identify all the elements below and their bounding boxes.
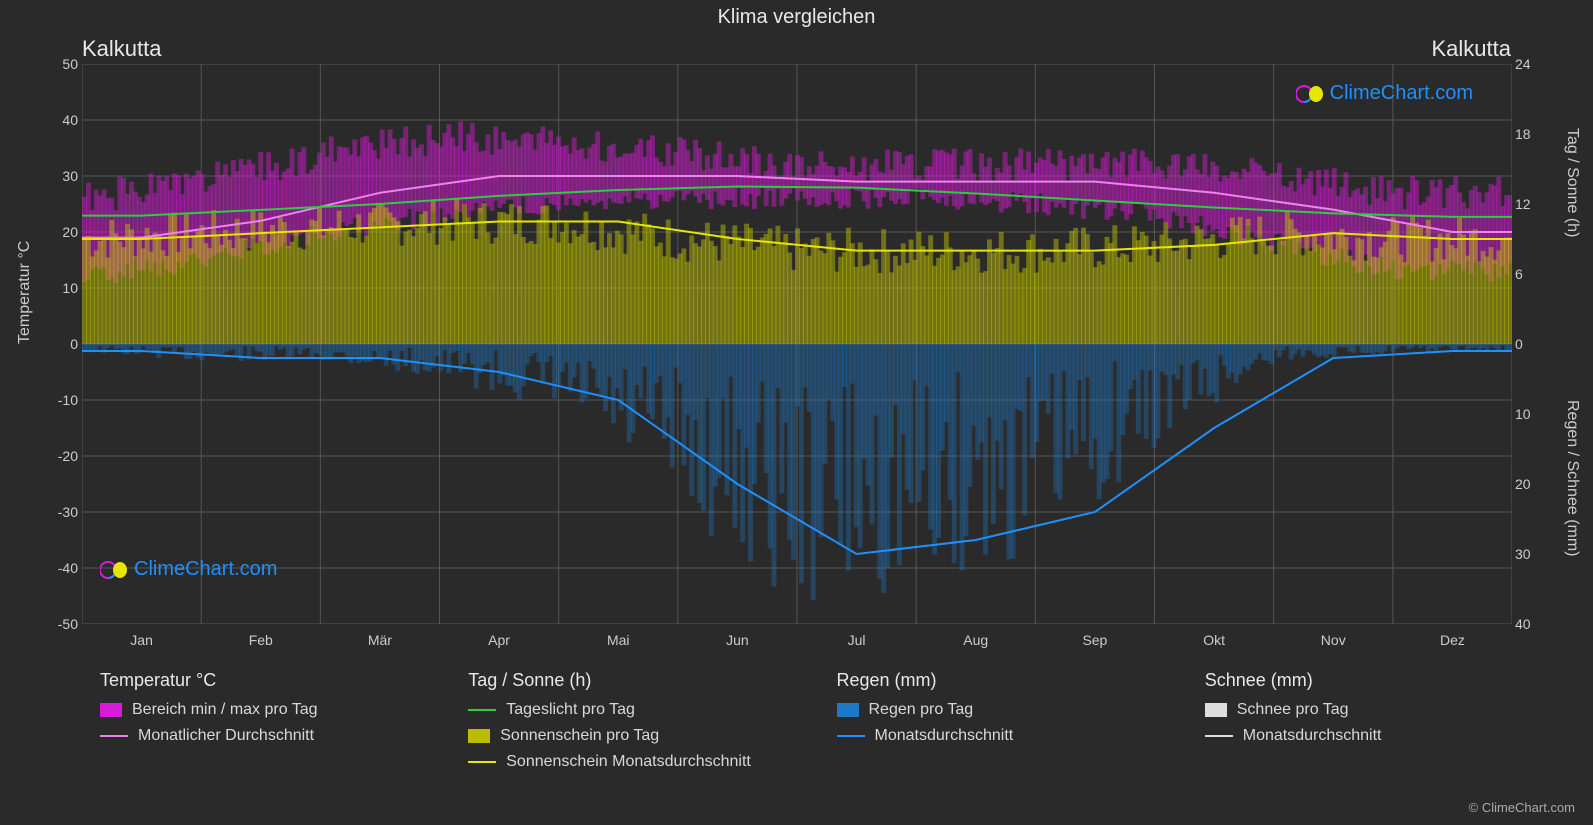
legend-swatch [468,761,496,763]
legend-title: Schnee (mm) [1205,670,1533,691]
axis-tick: Okt [1174,632,1254,648]
axis-tick: Jan [102,632,182,648]
axis-tick: 20 [44,224,78,240]
axis-tick: 30 [1515,546,1549,562]
legend-label: Monatsdurchschnitt [875,727,1014,745]
legend-swatch [837,735,865,737]
climate-chart-root: Klima vergleichen Kalkutta Kalkutta Temp… [0,0,1593,825]
axis-tick: Dez [1412,632,1492,648]
legend-item: Sonnenschein Monatsdurchschnitt [468,753,796,771]
legend-item: Monatsdurchschnitt [1205,727,1533,745]
axis-tick: -20 [44,448,78,464]
legend-column: Schnee (mm) Schnee pro Tag Monatsdurchschn… [1205,670,1533,779]
legend-column: Temperatur °C Bereich min / max pro Tag Mo… [100,670,428,779]
axis-tick: 0 [1515,336,1549,352]
axis-tick: Mai [578,632,658,648]
plot-svg [82,64,1512,624]
location-label-right: Kalkutta [1432,36,1512,62]
axis-tick: 20 [1515,476,1549,492]
legend-title: Regen (mm) [837,670,1165,691]
axis-tick: 10 [1515,406,1549,422]
legend-label: Bereich min / max pro Tag [132,701,318,719]
axis-tick: 0 [44,336,78,352]
axis-tick: Aug [936,632,1016,648]
location-label-left: Kalkutta [82,36,162,62]
logo-icon [1296,84,1324,104]
legend-swatch [1205,703,1227,717]
axis-tick: Apr [459,632,539,648]
watermark-text: ClimeChart.com [1330,82,1473,105]
axis-tick: 40 [1515,616,1549,632]
legend-swatch [100,703,122,717]
axis-tick: -40 [44,560,78,576]
legend-swatch [837,703,859,717]
axis-tick: Mär [340,632,420,648]
legend-column: Regen (mm) Regen pro Tag Monatsdurchschnit… [837,670,1165,779]
legend-swatch [468,729,490,743]
legend: Temperatur °C Bereich min / max pro Tag Mo… [100,670,1533,779]
legend-label: Sonnenschein pro Tag [500,727,659,745]
y-left-axis-label: Temperatur °C [16,241,34,344]
plot-area [82,64,1512,624]
legend-label: Tageslicht pro Tag [506,701,635,719]
legend-label: Schnee pro Tag [1237,701,1349,719]
legend-title: Temperatur °C [100,670,428,691]
axis-tick: 50 [44,56,78,72]
axis-tick: 10 [44,280,78,296]
axis-tick: Feb [221,632,301,648]
axis-tick: 18 [1515,126,1549,142]
legend-label: Monatlicher Durchschnitt [138,727,314,745]
watermark-text: ClimeChart.com [134,558,277,581]
axis-tick: 12 [1515,196,1549,212]
axis-tick: 24 [1515,56,1549,72]
axis-tick: -10 [44,392,78,408]
axis-tick: -50 [44,616,78,632]
axis-tick: Sep [1055,632,1135,648]
legend-swatch [1205,735,1233,737]
legend-label: Monatsdurchschnitt [1243,727,1382,745]
watermark-top: ClimeChart.com [1296,82,1473,105]
legend-title: Tag / Sonne (h) [468,670,796,691]
legend-item: Regen pro Tag [837,701,1165,719]
axis-tick: Nov [1293,632,1373,648]
legend-swatch [468,709,496,711]
legend-label: Sonnenschein Monatsdurchschnitt [506,753,751,771]
axis-tick: 40 [44,112,78,128]
legend-label: Regen pro Tag [869,701,974,719]
legend-item: Monatsdurchschnitt [837,727,1165,745]
y-right-top-axis-label: Tag / Sonne (h) [1563,128,1581,237]
axis-tick: -30 [44,504,78,520]
logo-icon [100,560,128,580]
legend-swatch [100,735,128,737]
legend-item: Tageslicht pro Tag [468,701,796,719]
axis-tick: 30 [44,168,78,184]
y-right-bottom-axis-label: Regen / Schnee (mm) [1563,400,1581,557]
legend-column: Tag / Sonne (h) Tageslicht pro Tag Sonnens… [468,670,796,779]
axis-tick: 6 [1515,266,1549,282]
chart-title: Klima vergleichen [0,6,1593,29]
axis-tick: Jul [817,632,897,648]
axis-tick: Jun [697,632,777,648]
legend-item: Schnee pro Tag [1205,701,1533,719]
legend-item: Sonnenschein pro Tag [468,727,796,745]
watermark-bottom: ClimeChart.com [100,558,277,581]
legend-item: Bereich min / max pro Tag [100,701,428,719]
copyright-label: © ClimeChart.com [1469,800,1575,815]
legend-item: Monatlicher Durchschnitt [100,727,428,745]
